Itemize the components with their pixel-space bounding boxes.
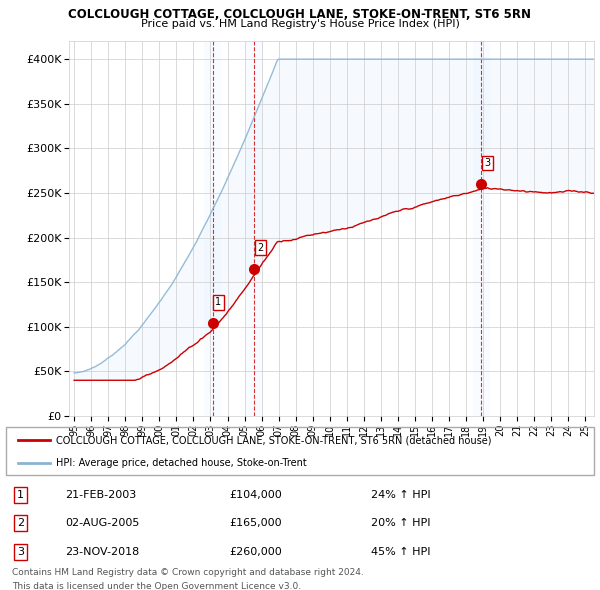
Text: 24% ↑ HPI: 24% ↑ HPI bbox=[371, 490, 430, 500]
Text: 20% ↑ HPI: 20% ↑ HPI bbox=[371, 518, 430, 528]
Text: Price paid vs. HM Land Registry's House Price Index (HPI): Price paid vs. HM Land Registry's House … bbox=[140, 19, 460, 30]
Text: £260,000: £260,000 bbox=[229, 548, 282, 558]
Text: COLCLOUGH COTTAGE, COLCLOUGH LANE, STOKE-ON-TRENT, ST6 5RN: COLCLOUGH COTTAGE, COLCLOUGH LANE, STOKE… bbox=[68, 8, 532, 21]
Text: 21-FEB-2003: 21-FEB-2003 bbox=[65, 490, 136, 500]
Text: 2: 2 bbox=[257, 242, 263, 253]
Text: Contains HM Land Registry data © Crown copyright and database right 2024.: Contains HM Land Registry data © Crown c… bbox=[12, 568, 364, 578]
Text: 45% ↑ HPI: 45% ↑ HPI bbox=[371, 548, 430, 558]
Text: 3: 3 bbox=[17, 548, 24, 558]
Text: £104,000: £104,000 bbox=[229, 490, 282, 500]
Text: 1: 1 bbox=[215, 297, 221, 307]
Text: 02-AUG-2005: 02-AUG-2005 bbox=[65, 518, 139, 528]
Text: 2: 2 bbox=[17, 518, 24, 528]
Text: 3: 3 bbox=[484, 158, 490, 168]
Text: HPI: Average price, detached house, Stoke-on-Trent: HPI: Average price, detached house, Stok… bbox=[56, 458, 307, 468]
Bar bbox=[246, 41, 263, 416]
Text: COLCLOUGH COTTAGE, COLCLOUGH LANE, STOKE-ON-TRENT, ST6 5RN (detached house): COLCLOUGH COTTAGE, COLCLOUGH LANE, STOKE… bbox=[56, 435, 491, 445]
Text: £165,000: £165,000 bbox=[229, 518, 282, 528]
Text: 1: 1 bbox=[17, 490, 24, 500]
Text: 23-NOV-2018: 23-NOV-2018 bbox=[65, 548, 139, 558]
Text: This data is licensed under the Open Government Licence v3.0.: This data is licensed under the Open Gov… bbox=[12, 582, 301, 590]
Bar bbox=[204, 41, 221, 416]
Bar bbox=[473, 41, 490, 416]
